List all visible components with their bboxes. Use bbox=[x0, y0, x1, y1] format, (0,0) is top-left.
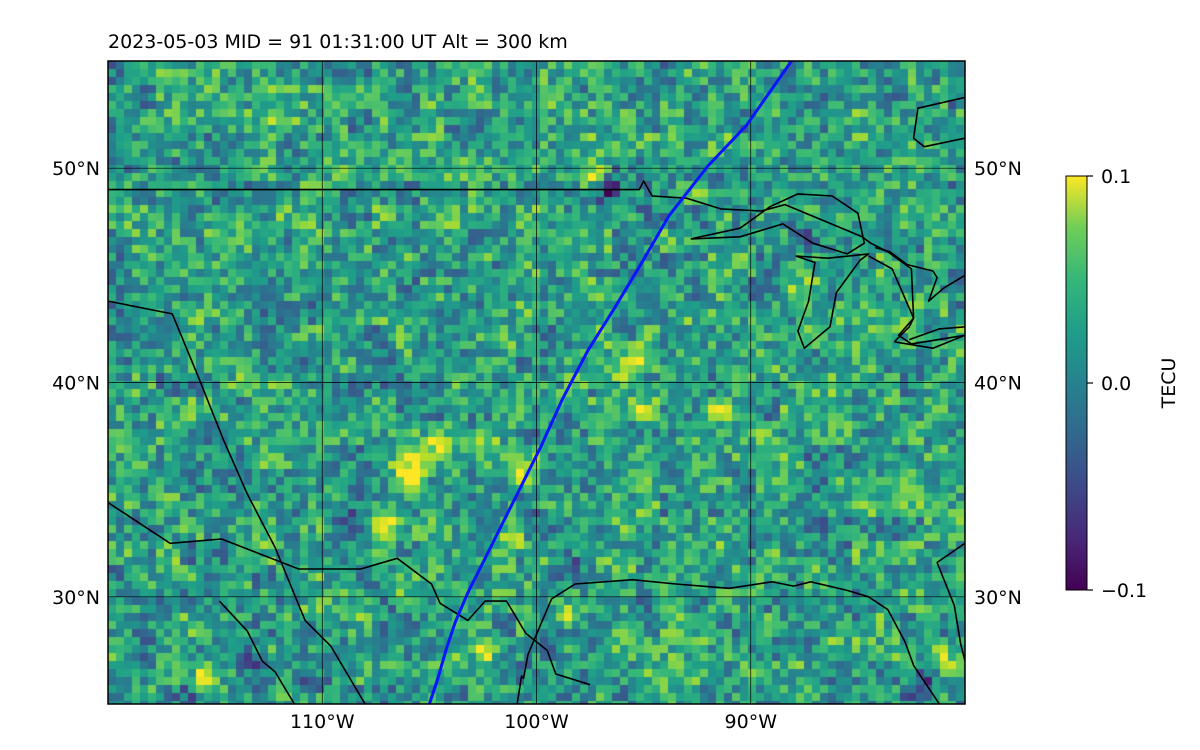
colorbar-ticks: 0.1 0.0 −0.1 bbox=[1087, 166, 1147, 602]
coastline-line bbox=[909, 326, 965, 341]
colorbar-bar bbox=[1065, 175, 1088, 591]
map-tick-labels: 110°W 100°W 90°W 50°N 50°N 40°N 40°N 30°N 30°N bbox=[52, 158, 1022, 733]
coastline-line bbox=[795, 253, 870, 350]
coastline-line bbox=[936, 542, 965, 662]
colorbar-tick-label: 0.0 bbox=[1101, 373, 1131, 395]
satellite-track bbox=[427, 61, 793, 704]
y-tick-label-right: 50°N bbox=[974, 158, 1022, 180]
x-tick-label: 90°W bbox=[725, 711, 778, 733]
map-gridlines bbox=[108, 61, 965, 704]
coastline-line bbox=[912, 94, 965, 148]
coastline-line bbox=[894, 334, 965, 350]
map-frame bbox=[107, 60, 966, 705]
coastline-line bbox=[218, 600, 296, 704]
x-tick-label: 110°W bbox=[290, 711, 355, 733]
colorbar-tick-label: −0.1 bbox=[1101, 580, 1147, 602]
colorbar: 0.1 0.0 −0.1 TECU bbox=[1065, 166, 1180, 602]
y-tick-label-left: 30°N bbox=[52, 587, 100, 609]
satellite-track-group bbox=[427, 61, 793, 704]
coastline-line bbox=[874, 246, 965, 302]
y-tick-label-left: 50°N bbox=[52, 158, 100, 180]
colorbar-label: TECU bbox=[1158, 358, 1180, 410]
plot-title: 2023-05-03 MID = 91 01:31:00 UT Alt = 30… bbox=[108, 31, 568, 53]
tec-map bbox=[107, 60, 966, 705]
border-line bbox=[108, 501, 591, 686]
border-line bbox=[108, 180, 965, 345]
y-tick-label-right: 30°N bbox=[974, 587, 1022, 609]
y-tick-label-left: 40°N bbox=[52, 373, 100, 395]
colorbar-tick-label: 0.1 bbox=[1101, 166, 1131, 188]
y-tick-label-right: 40°N bbox=[974, 373, 1022, 395]
x-tick-label: 100°W bbox=[504, 711, 569, 733]
